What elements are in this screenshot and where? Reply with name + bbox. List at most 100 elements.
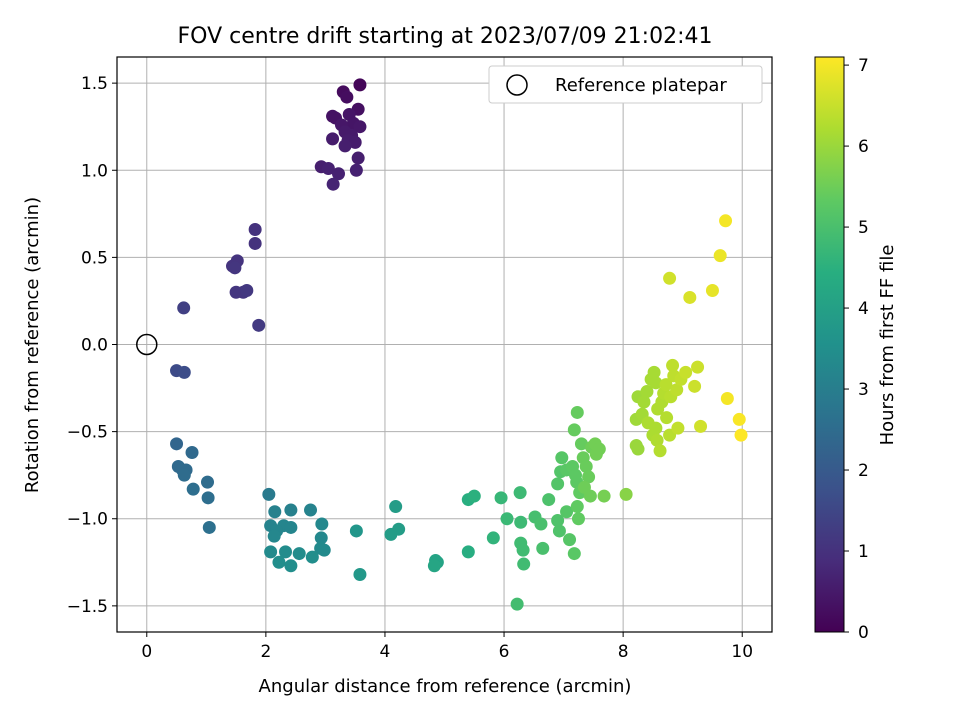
y-tick-label: −1.0 [67, 510, 108, 530]
data-point [348, 135, 362, 149]
x-tick-label: 8 [618, 642, 629, 662]
data-point [579, 459, 593, 473]
data-point [637, 395, 651, 409]
y-tick-label: 0.5 [81, 248, 108, 268]
data-point [314, 531, 328, 545]
y-tick-label: 1.5 [81, 74, 108, 94]
data-point [248, 223, 262, 236]
reference-point-marker [136, 333, 158, 356]
y-tick-label: −1.5 [67, 597, 108, 617]
legend-label: Reference platepar [555, 75, 727, 96]
data-point [720, 392, 734, 406]
data-point [659, 378, 673, 392]
data-point [542, 493, 556, 507]
colorbar-tick-label: 2 [858, 461, 869, 481]
data-point [384, 527, 398, 541]
data-point [252, 318, 266, 332]
data-point [326, 177, 340, 191]
data-point [592, 442, 606, 456]
data-point [734, 428, 748, 442]
colorbar-tick-label: 0 [858, 623, 869, 643]
data-point [583, 489, 597, 503]
data-point [389, 500, 403, 514]
data-point [516, 543, 530, 557]
data-point [534, 517, 548, 531]
data-point [272, 555, 286, 569]
data-point [201, 475, 215, 489]
data-point [177, 301, 191, 315]
data-point [679, 365, 693, 379]
data-point [640, 385, 654, 399]
data-point [338, 139, 352, 153]
data-point [279, 545, 293, 559]
y-axis-ticks: −1.5 −1.0 −0.5 0.0 0.5 1.0 1.5 [67, 74, 117, 617]
y-tick-label: 1.0 [81, 161, 108, 181]
colorbar-tick-label: 6 [858, 137, 869, 157]
data-point [284, 520, 298, 534]
data-points [136, 78, 748, 611]
data-point [304, 503, 318, 517]
data-point [510, 597, 524, 611]
data-point [517, 557, 531, 571]
data-point [353, 120, 367, 134]
data-point [582, 470, 596, 484]
data-point [713, 249, 727, 263]
data-point [551, 513, 565, 527]
x-axis-ticks: 0 2 4 6 8 10 [141, 632, 753, 662]
data-point [353, 568, 367, 581]
data-point [513, 486, 527, 500]
colorbar-tick-label: 5 [858, 218, 869, 238]
data-point [351, 151, 365, 165]
data-point [597, 489, 611, 503]
data-point [349, 163, 363, 177]
data-point [292, 547, 306, 561]
legend-marker-icon [506, 74, 528, 96]
data-point [666, 358, 680, 372]
data-point [317, 543, 331, 557]
data-point [671, 421, 685, 435]
data-point [315, 517, 329, 531]
x-tick-label: 4 [380, 642, 391, 662]
data-point [228, 261, 242, 275]
data-point [570, 405, 584, 419]
data-point [284, 503, 298, 517]
x-tick-label: 2 [260, 642, 271, 662]
data-point [177, 365, 191, 379]
data-point [326, 132, 340, 146]
data-point [563, 533, 577, 547]
data-point [201, 491, 215, 505]
data-point [567, 423, 581, 437]
data-point [650, 433, 664, 447]
colorbar-tick-label: 1 [858, 542, 869, 562]
data-point [185, 446, 199, 460]
data-point [177, 468, 191, 482]
data-point [353, 78, 367, 92]
data-point [694, 419, 708, 433]
data-point [461, 545, 475, 559]
data-point [653, 444, 667, 458]
colorbar-tick-label: 4 [858, 299, 869, 319]
data-point [670, 383, 684, 397]
data-point [663, 271, 677, 285]
data-point [560, 505, 574, 519]
data-point [268, 505, 282, 519]
data-point [186, 482, 200, 496]
colorbar-gradient [814, 56, 845, 633]
data-point [688, 379, 702, 393]
data-point [571, 512, 585, 526]
data-point [551, 477, 565, 491]
colorbar-tick-label: 3 [858, 380, 869, 400]
x-tick-label: 0 [141, 642, 152, 662]
data-point [683, 290, 697, 304]
colorbar: 0 1 2 3 4 5 6 7 Hours from first FF file [814, 56, 898, 643]
data-point [719, 214, 733, 228]
data-point [202, 520, 216, 534]
data-point [631, 442, 645, 456]
data-point [500, 512, 514, 526]
x-axis-label: Angular distance from reference (arcmin) [259, 676, 632, 697]
y-tick-label: −0.5 [67, 423, 108, 443]
data-point [647, 365, 661, 379]
data-point [619, 487, 633, 501]
data-point [514, 515, 528, 529]
data-point [305, 550, 319, 564]
